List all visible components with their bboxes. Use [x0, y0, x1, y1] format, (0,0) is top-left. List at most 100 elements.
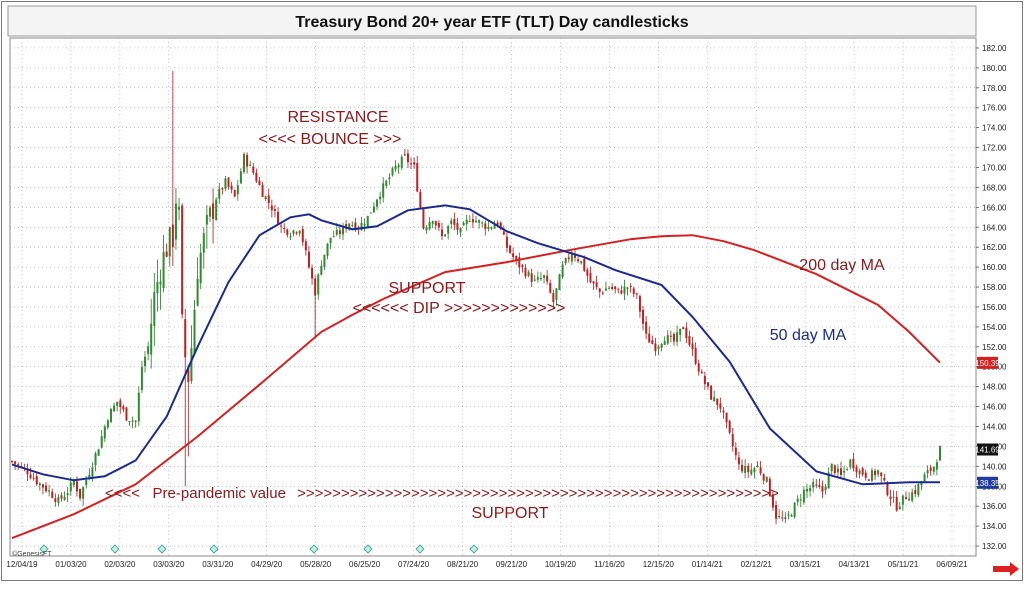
- candle-body: [827, 472, 830, 489]
- candle-body: [144, 356, 147, 367]
- candle-body: [348, 223, 351, 228]
- candle-body: [481, 222, 484, 224]
- candle-body: [818, 485, 821, 487]
- candle-body: [202, 233, 205, 253]
- candle-body: [487, 226, 490, 229]
- candle-body: [521, 265, 524, 268]
- x-tick-label: 01/14/21: [692, 560, 724, 569]
- candle-body: [626, 287, 629, 289]
- candle-body: [512, 253, 515, 258]
- candle-body: [97, 449, 100, 456]
- y-tick-label: 146.00: [982, 403, 1007, 412]
- candle-body: [536, 277, 539, 280]
- ma-200-line: [11, 234, 941, 540]
- candle-body: [187, 366, 190, 383]
- candle-body: [131, 420, 134, 422]
- candle-body: [320, 265, 323, 275]
- y-tick-label: 152.00: [982, 343, 1007, 352]
- candle-body: [558, 274, 561, 290]
- candle-body: [821, 486, 824, 492]
- candle-body: [255, 172, 258, 182]
- price-markers: 150.39 141.69 138.35: [975, 356, 1000, 489]
- candle-body: [261, 185, 264, 197]
- candle-body: [267, 195, 270, 203]
- candlesticks: [11, 70, 941, 525]
- candle-body: [741, 464, 744, 472]
- candle-body: [858, 470, 861, 475]
- ma-50-line: [11, 204, 940, 486]
- candle-body: [719, 403, 722, 409]
- annotation-support: SUPPORT: [471, 505, 548, 522]
- candle-body: [233, 190, 236, 197]
- candle-body: [499, 222, 502, 230]
- candle-body: [598, 288, 601, 292]
- y-tick-label: 160.00: [982, 263, 1007, 272]
- y-tick-label: 182.00: [982, 44, 1007, 53]
- y-tick-label: 136.00: [982, 502, 1007, 511]
- candle-body: [833, 465, 836, 474]
- candle-body: [273, 208, 276, 211]
- candle-body: [728, 420, 731, 433]
- candle-body: [629, 285, 632, 288]
- candle-body: [125, 407, 128, 421]
- candle-body: [79, 488, 82, 499]
- candle-body: [642, 309, 645, 324]
- candle-body: [113, 405, 116, 412]
- title-bar: [7, 5, 977, 37]
- annotation-support-dip-label: SUPPORT: [388, 280, 465, 297]
- candle-body: [595, 282, 598, 288]
- candle-body: [722, 410, 725, 413]
- candle-body: [156, 281, 159, 294]
- chart-title: Treasury Bond 20+ year ETF (TLT) Day can…: [295, 14, 688, 31]
- candle-body: [731, 434, 734, 447]
- candle-body: [577, 259, 580, 262]
- candle-body: [836, 468, 839, 473]
- candle-body: [799, 499, 802, 501]
- candle-body: [889, 496, 892, 499]
- candle-body: [682, 327, 685, 330]
- candle-body: [611, 286, 614, 289]
- candle-body: [134, 420, 137, 422]
- candle-body: [592, 281, 595, 284]
- candle-body: [199, 252, 202, 284]
- candle-body: [171, 224, 174, 248]
- candle-body: [174, 203, 177, 240]
- candle-body: [666, 335, 669, 344]
- candle-body: [660, 344, 663, 348]
- candle-body: [663, 341, 666, 345]
- candle-body: [91, 467, 94, 477]
- candle-body: [326, 243, 329, 256]
- candle-body: [72, 480, 75, 486]
- candle-body: [224, 178, 227, 189]
- candle-body: [376, 199, 379, 207]
- y-tick-label: 156.00: [982, 303, 1007, 312]
- event-marker-icon: [363, 544, 373, 554]
- candle-body: [363, 223, 366, 226]
- candle-body: [277, 211, 280, 225]
- candle-body: [165, 251, 168, 257]
- candle-body: [533, 279, 536, 281]
- candle-body: [181, 205, 184, 315]
- candle-body: [849, 459, 852, 468]
- x-tick-label: 02/03/20: [104, 560, 136, 569]
- candle-body: [614, 286, 617, 290]
- candle-body: [543, 275, 546, 278]
- candle-body: [676, 332, 679, 342]
- candle-body: [419, 191, 422, 208]
- candle-body: [685, 327, 688, 339]
- candle-body: [341, 225, 344, 235]
- annotation-resistance: RESISTANCE: [287, 109, 388, 126]
- annotation-pre-pandemic: <<<< Pre-pandemic value: [105, 485, 286, 502]
- candle-body: [249, 164, 252, 166]
- candle-body: [218, 188, 221, 199]
- candle-body: [57, 497, 60, 503]
- y-tick-label: 134.00: [982, 522, 1007, 531]
- candle-body: [450, 220, 453, 225]
- candle-body: [437, 223, 440, 228]
- candle-body: [283, 228, 286, 230]
- candle-body: [802, 489, 805, 503]
- candle-body: [48, 490, 51, 492]
- candle-body: [298, 230, 301, 234]
- candle-body: [63, 496, 66, 500]
- scroll-right-icon[interactable]: [993, 562, 1019, 576]
